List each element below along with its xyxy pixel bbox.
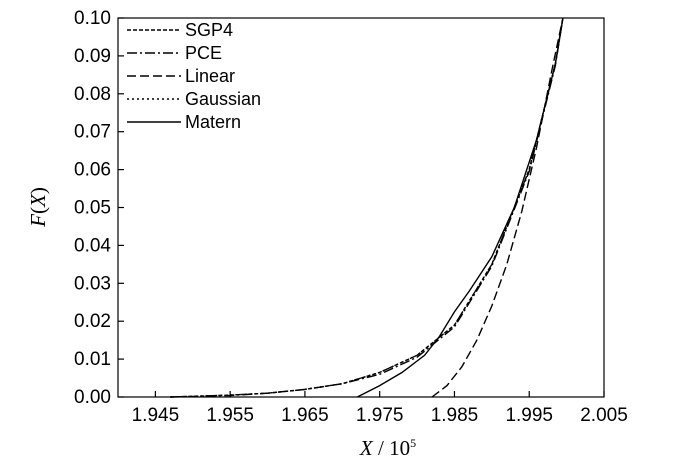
- x-tick-label: 1.965: [281, 405, 329, 426]
- y-tick-label: 0.01: [74, 349, 111, 370]
- y-tick-label: 0.00: [74, 387, 111, 408]
- y-tick-label: 0.02: [74, 311, 111, 332]
- legend: SGP4 PCE Linear Gaussian Matern: [127, 20, 261, 132]
- y-tick-label: 0.06: [74, 160, 111, 181]
- series-line-linear: [431, 17, 564, 398]
- y-tick-label: 0.04: [74, 235, 111, 256]
- y-tick-label: 0.03: [74, 273, 111, 294]
- x-tick-label: 1.945: [132, 405, 180, 426]
- y-tick-label: 0.09: [74, 46, 111, 67]
- legend-label-pce: PCE: [185, 43, 222, 63]
- x-axis-ticks: 1.945 1.955 1.965 1.975 1.985 1.995 2.005: [132, 391, 628, 426]
- legend-label-linear: Linear: [185, 66, 235, 86]
- series-line-gaussian: [170, 17, 564, 398]
- legend-label-matern: Matern: [185, 112, 241, 132]
- x-tick-label: 1.955: [206, 405, 254, 426]
- series-line-matern: [356, 17, 564, 398]
- x-tick-label: 1.995: [505, 405, 553, 426]
- y-tick-label: 0.10: [74, 8, 111, 29]
- y-axis-label: F(X): [26, 187, 50, 228]
- x-tick-label: 1.985: [431, 405, 479, 426]
- legend-label-sgp4: SGP4: [185, 20, 233, 40]
- x-tick-label: 2.005: [580, 405, 628, 426]
- y-tick-label: 0.07: [74, 122, 111, 143]
- y-axis-ticks: 0.00 0.01 0.02 0.03 0.04 0.05 0.06 0.07 0.08 0.09…: [74, 8, 124, 408]
- y-tick-label: 0.05: [74, 198, 111, 219]
- y-tick-label: 0.08: [74, 84, 111, 105]
- legend-label-gaussian: Gaussian: [185, 89, 261, 109]
- x-axis-label: X / 105: [359, 436, 416, 460]
- series-lines: [170, 17, 564, 398]
- x-tick-label: 1.975: [356, 405, 404, 426]
